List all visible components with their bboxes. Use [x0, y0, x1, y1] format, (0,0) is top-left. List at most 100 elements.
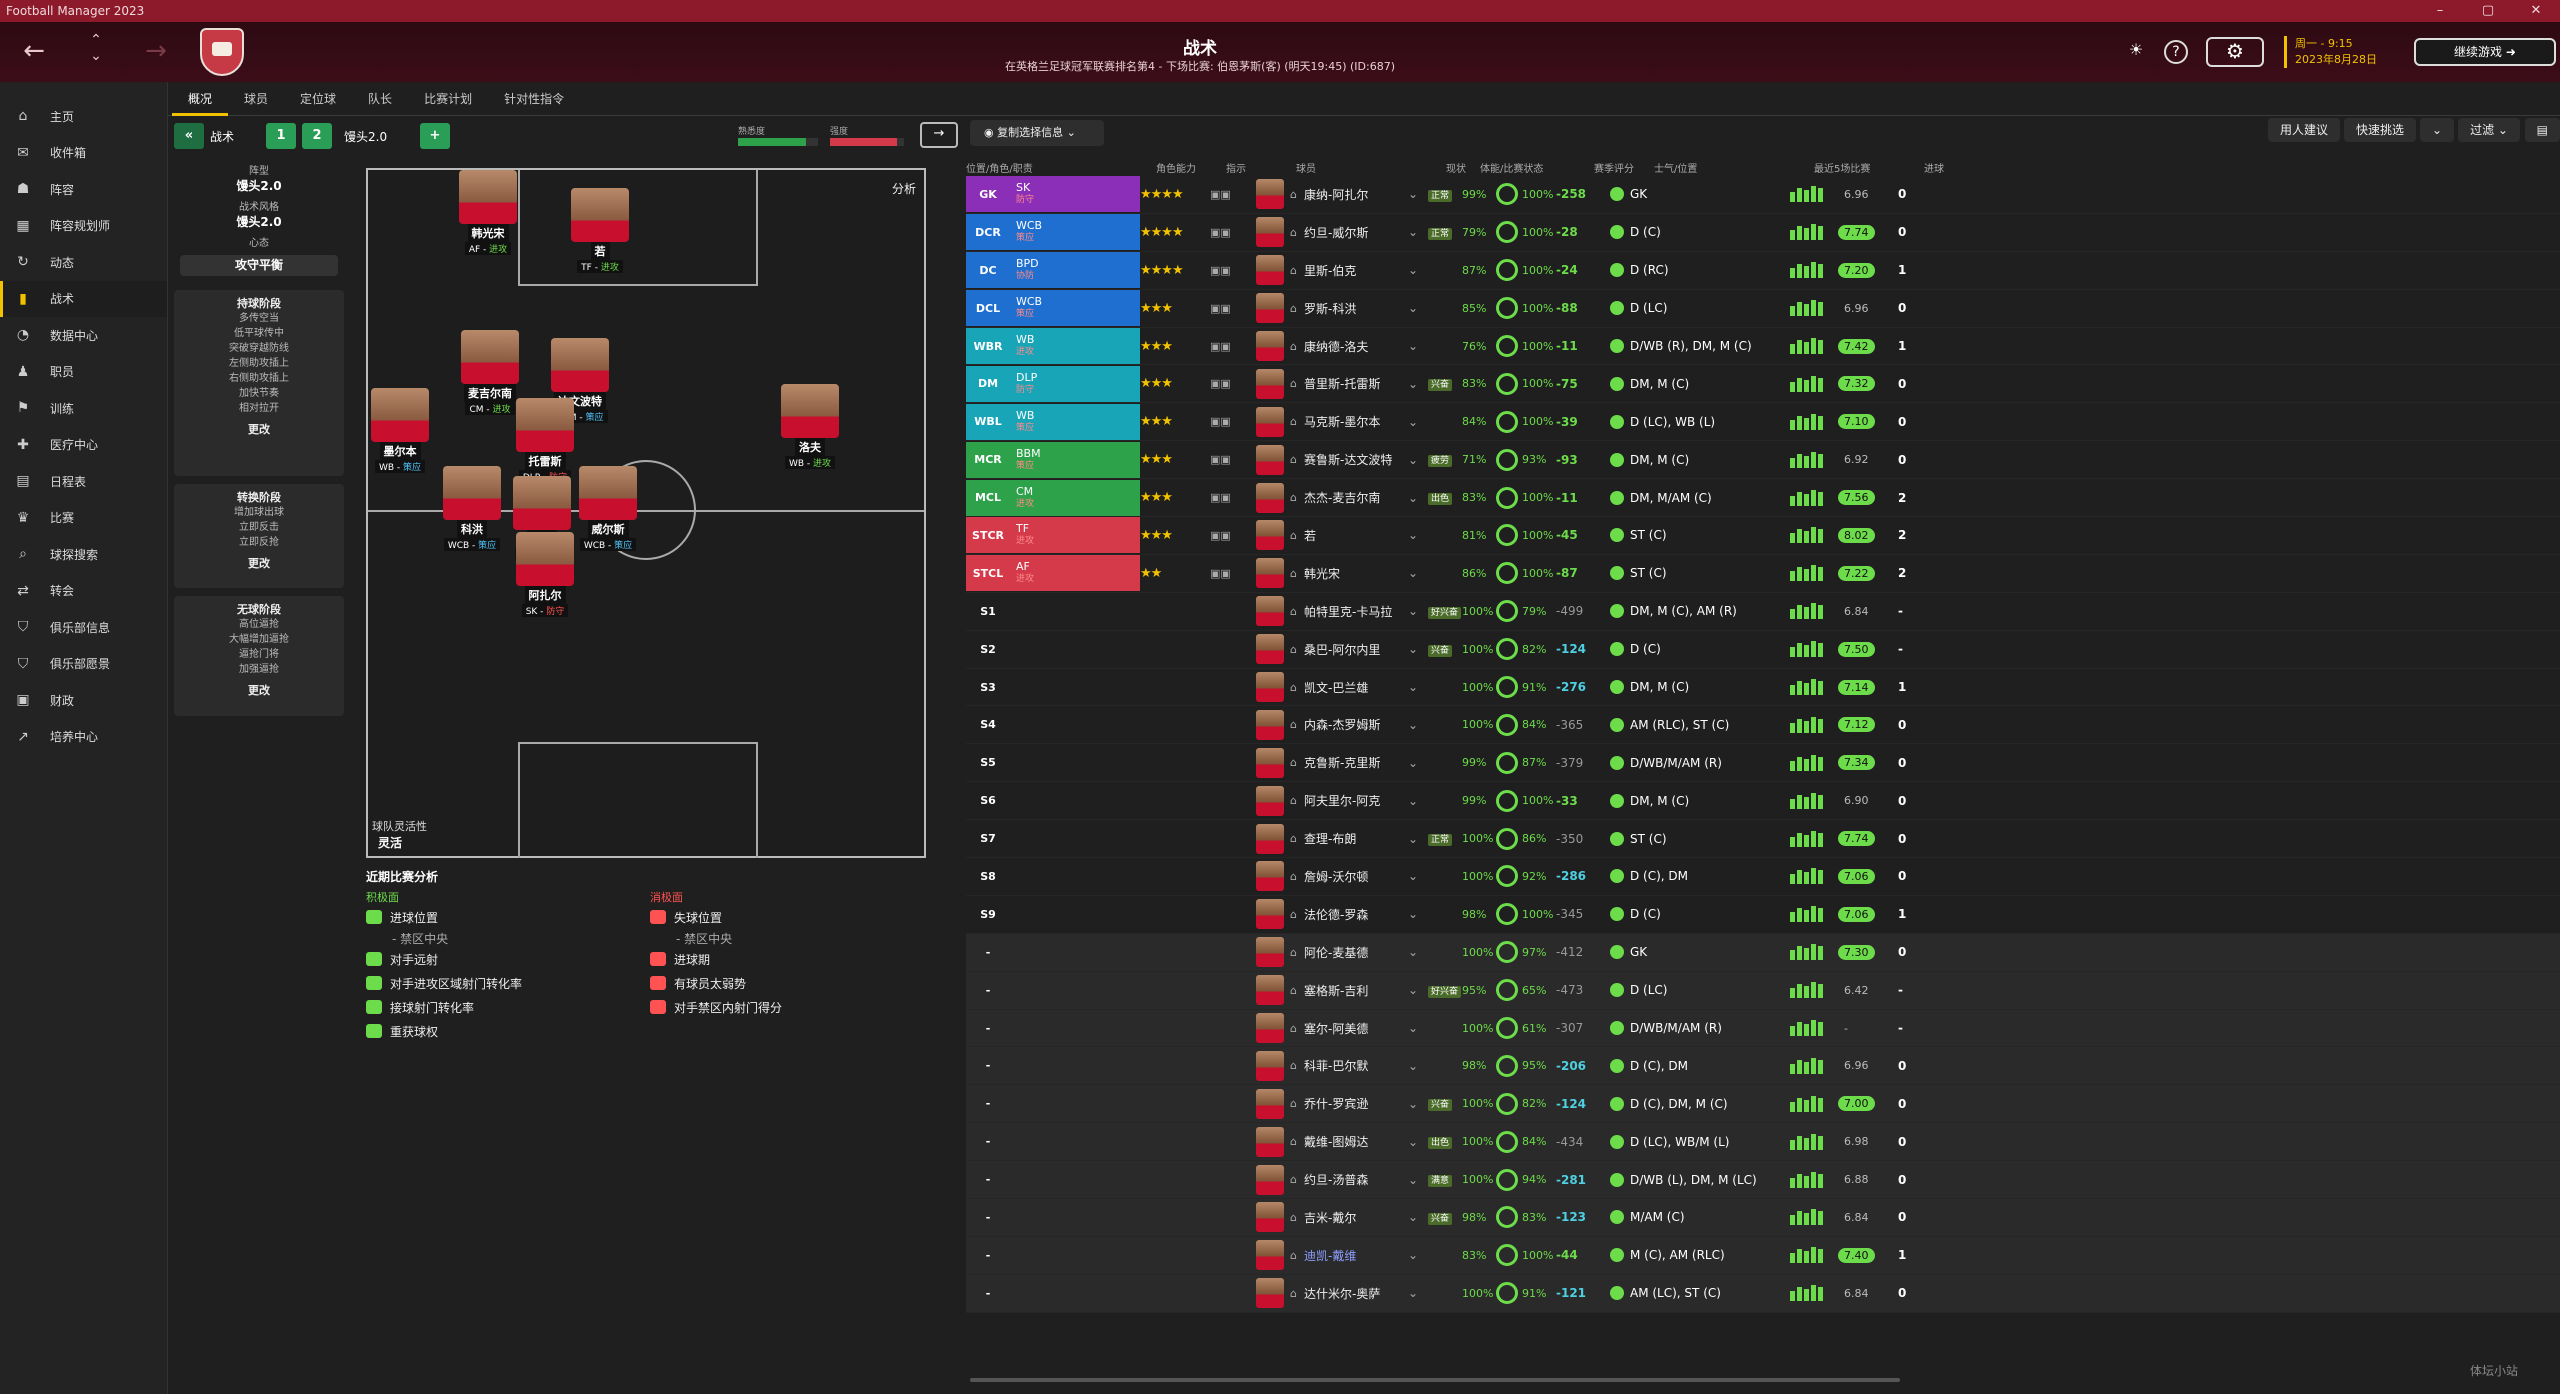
sidebar-item-scouting[interactable]: ⌕ 球探搜索	[0, 536, 167, 573]
tactic-slot-1[interactable]: 1	[266, 123, 296, 149]
chevron-down-icon[interactable]: ⌄	[1408, 490, 1419, 505]
forward-arrow-icon[interactable]: →	[145, 36, 167, 66]
tab-2[interactable]: 定位球	[300, 91, 337, 106]
player-name[interactable]: 罗斯-科洪	[1304, 301, 1357, 316]
sidebar-item-planner[interactable]: ▦ 阵容规划师	[0, 208, 167, 245]
player-info-icon[interactable]: ⌂	[1290, 301, 1297, 315]
instructions-icon[interactable]: ▣▣	[1210, 377, 1231, 391]
player-name[interactable]: 塞格斯-吉利	[1304, 983, 1369, 998]
chevron-down-icon[interactable]: ⌄	[1408, 1210, 1419, 1225]
role-cell[interactable]	[1010, 1199, 1140, 1235]
chevron-down-icon[interactable]: ⌄	[1408, 604, 1419, 619]
player-info-icon[interactable]: ⌂	[1290, 1248, 1297, 1262]
role-cell[interactable]	[1010, 745, 1140, 781]
player-info-icon[interactable]: ⌂	[1290, 1135, 1297, 1149]
sidebar-item-staff[interactable]: ♟ 职员	[0, 354, 167, 391]
chevron-down-icon[interactable]: ⌄	[1408, 1286, 1419, 1301]
pitch-analysis-link[interactable]: 分析	[891, 182, 916, 196]
sidebar-item-club[interactable]: ⛉ 俱乐部信息	[0, 609, 167, 646]
player-info-icon[interactable]: ⌂	[1290, 528, 1297, 542]
pitch-player[interactable]: 威尔斯 WCB - 策应	[576, 466, 640, 551]
player-info-icon[interactable]: ⌂	[1290, 718, 1297, 732]
role-cell[interactable]: BBM 策应	[1010, 441, 1140, 478]
minimize-icon[interactable]: –	[2436, 3, 2444, 18]
pitch-player[interactable]: 科洪 WCB - 策应	[440, 466, 504, 551]
player-name[interactable]: 约旦-汤普森	[1304, 1173, 1369, 1188]
sidebar-item-development[interactable]: ↗ 培养中心	[0, 719, 167, 756]
player-name[interactable]: 康纳德-洛夫	[1304, 339, 1369, 354]
role-cell[interactable]: AF 进攻	[1010, 555, 1140, 592]
pitch-player[interactable]: 若 TF - 进攻	[568, 188, 632, 273]
continue-button[interactable]: 继续游戏 ➜	[2414, 38, 2556, 66]
add-tactic-button[interactable]: +	[420, 123, 450, 149]
instructions-icon[interactable]: ▣▣	[1210, 415, 1231, 429]
role-cell[interactable]: CM 进攻	[1010, 479, 1140, 516]
role-cell[interactable]: WB 策应	[1010, 403, 1140, 440]
role-cell[interactable]: TF 进攻	[1010, 517, 1140, 554]
tab-3[interactable]: 队长	[368, 91, 393, 106]
table-row[interactable]: S9 ⌂ 法伦德-罗森 ⌄ 98% 100% -345 D (C) 7.06 1	[966, 896, 2560, 934]
sidebar-item-schedule[interactable]: ▤ 日程表	[0, 463, 167, 500]
chevron-down-icon[interactable]: ⌄	[1408, 755, 1419, 770]
player-info-icon[interactable]: ⌂	[1290, 377, 1297, 391]
player-name[interactable]: 韩光宋	[1304, 566, 1341, 581]
role-cell[interactable]	[1010, 821, 1140, 857]
table-row[interactable]: STCL AF 进攻 ★★ ▣▣ ⌂ 韩光宋 ⌄ 86% 100% -87 ST (C) 7.22 2	[966, 555, 2560, 593]
player-name[interactable]: 克鲁斯-克里斯	[1304, 756, 1381, 771]
help-icon[interactable]: ?	[2164, 40, 2188, 64]
player-name[interactable]: 赛鲁斯-达文波特	[1304, 453, 1393, 468]
column-header[interactable]: 指示	[1226, 163, 1246, 175]
chevron-down-icon[interactable]: ⌄	[1408, 225, 1419, 240]
chevron-down-icon[interactable]: ⌄	[1408, 414, 1419, 429]
club-crest-icon[interactable]	[200, 28, 244, 76]
table-row[interactable]: - ⌂ 科菲-巴尔默 ⌄ 98% 95% -206 D (C), DM 6.96 0	[966, 1047, 2560, 1086]
table-row[interactable]: S8 ⌂ 詹姆-沃尔顿 ⌄ 100% 92% -286 D (C), DM 7.06 0	[966, 858, 2560, 896]
chevron-down-icon[interactable]: ⌄	[1408, 528, 1419, 543]
table-row[interactable]: GK SK 防守 ★★★★ ▣▣ ⌂ 康纳-阿扎尔 ⌄ 正常 99% 100% -258 GK 6.96 0	[966, 176, 2560, 214]
role-cell[interactable]	[1010, 1275, 1140, 1311]
chevron-down-icon[interactable]: ⌄	[1408, 301, 1419, 316]
instructions-icon[interactable]: ▣▣	[1210, 453, 1231, 467]
table-row[interactable]: DCL WCB 策应 ★★★ ▣▣ ⌂ 罗斯-科洪 ⌄ 85% 100% -88 D (LC) 6.96…	[966, 290, 2560, 328]
sidebar-item-transfer[interactable]: ⇄ 转会	[0, 573, 167, 610]
instructions-icon[interactable]: ▣▣	[1210, 491, 1231, 505]
player-name[interactable]: 科菲-巴尔默	[1304, 1059, 1369, 1074]
role-cell[interactable]	[1010, 1048, 1140, 1084]
player-name[interactable]: 若	[1304, 528, 1317, 543]
player-info-icon[interactable]: ⌂	[1290, 1097, 1297, 1111]
table-row[interactable]: S5 ⌂ 克鲁斯-克里斯 ⌄ 99% 87% -379 D/WB/M/AM (R) 7.34 0	[966, 744, 2560, 783]
tab-4[interactable]: 比赛计划	[424, 91, 473, 106]
column-header[interactable]: 现状	[1446, 163, 1466, 175]
player-name[interactable]: 塞尔-阿美德	[1304, 1021, 1369, 1036]
player-name[interactable]: 詹姆-沃尔顿	[1304, 869, 1369, 884]
table-row[interactable]: - ⌂ 阿伦-麦基德 ⌄ 100% 97% -412 GK 7.30 0	[966, 933, 2560, 972]
table-row[interactable]: S6 ⌂ 阿夫里尔-阿克 ⌄ 99% 100% -33 DM, M (C) 6.90 0	[966, 782, 2560, 821]
out-possession-block[interactable]: 无球阶段 高位逼抢 大幅增加逼抢 逼抢门将 加强逼抢 更改	[174, 596, 344, 716]
in-possession-block[interactable]: 持球阶段 多传空当 低平球传中 突破穿越防线 左侧助攻插上 右侧助攻插上 加快节奏 相对拉开…	[174, 290, 344, 476]
player-info-icon[interactable]: ⌂	[1290, 1059, 1297, 1073]
player-info-icon[interactable]: ⌂	[1290, 907, 1297, 921]
pitch-player[interactable]: 阿扎尔 SK - 防守	[513, 532, 577, 617]
role-cell[interactable]: WB 进攻	[1010, 328, 1140, 364]
column-header[interactable]: 进球	[1924, 163, 1944, 175]
player-info-icon[interactable]: ⌂	[1290, 642, 1297, 656]
pitch-player[interactable]: 墨尔本 WB - 策应	[368, 388, 432, 473]
player-info-icon[interactable]: ⌂	[1290, 1173, 1297, 1187]
sidebar-item-vision[interactable]: ⛉ 俱乐部愿景	[0, 646, 167, 683]
table-row[interactable]: DCR WCB 策应 ★★★★ ▣▣ ⌂ 约旦-威尔斯 ⌄ 正常 79% 100% -28 D (C) 7…	[966, 214, 2560, 252]
chevron-down-icon[interactable]: ⌄	[1408, 831, 1419, 846]
style-select[interactable]: 馒头2.0	[236, 215, 282, 229]
player-info-icon[interactable]: ⌂	[1290, 187, 1297, 201]
player-name[interactable]: 约旦-威尔斯	[1304, 225, 1369, 240]
sidebar-item-data[interactable]: ◔ 数据中心	[0, 317, 167, 354]
player-name[interactable]: 帕特里克-卡马拉	[1304, 604, 1393, 619]
swap-icon[interactable]: →	[920, 122, 958, 148]
column-header[interactable]: 位置/角色/职责	[966, 163, 1033, 175]
role-cell[interactable]	[1010, 593, 1140, 629]
player-info-icon[interactable]: ⌂	[1290, 832, 1297, 846]
player-name[interactable]: 里斯-伯克	[1304, 263, 1357, 278]
analysis-title[interactable]: 近期比赛分析	[366, 870, 439, 884]
sidebar-item-finance[interactable]: ▣ 财政	[0, 682, 167, 719]
player-info-icon[interactable]: ⌂	[1290, 453, 1297, 467]
player-info-icon[interactable]: ⌂	[1290, 491, 1297, 505]
